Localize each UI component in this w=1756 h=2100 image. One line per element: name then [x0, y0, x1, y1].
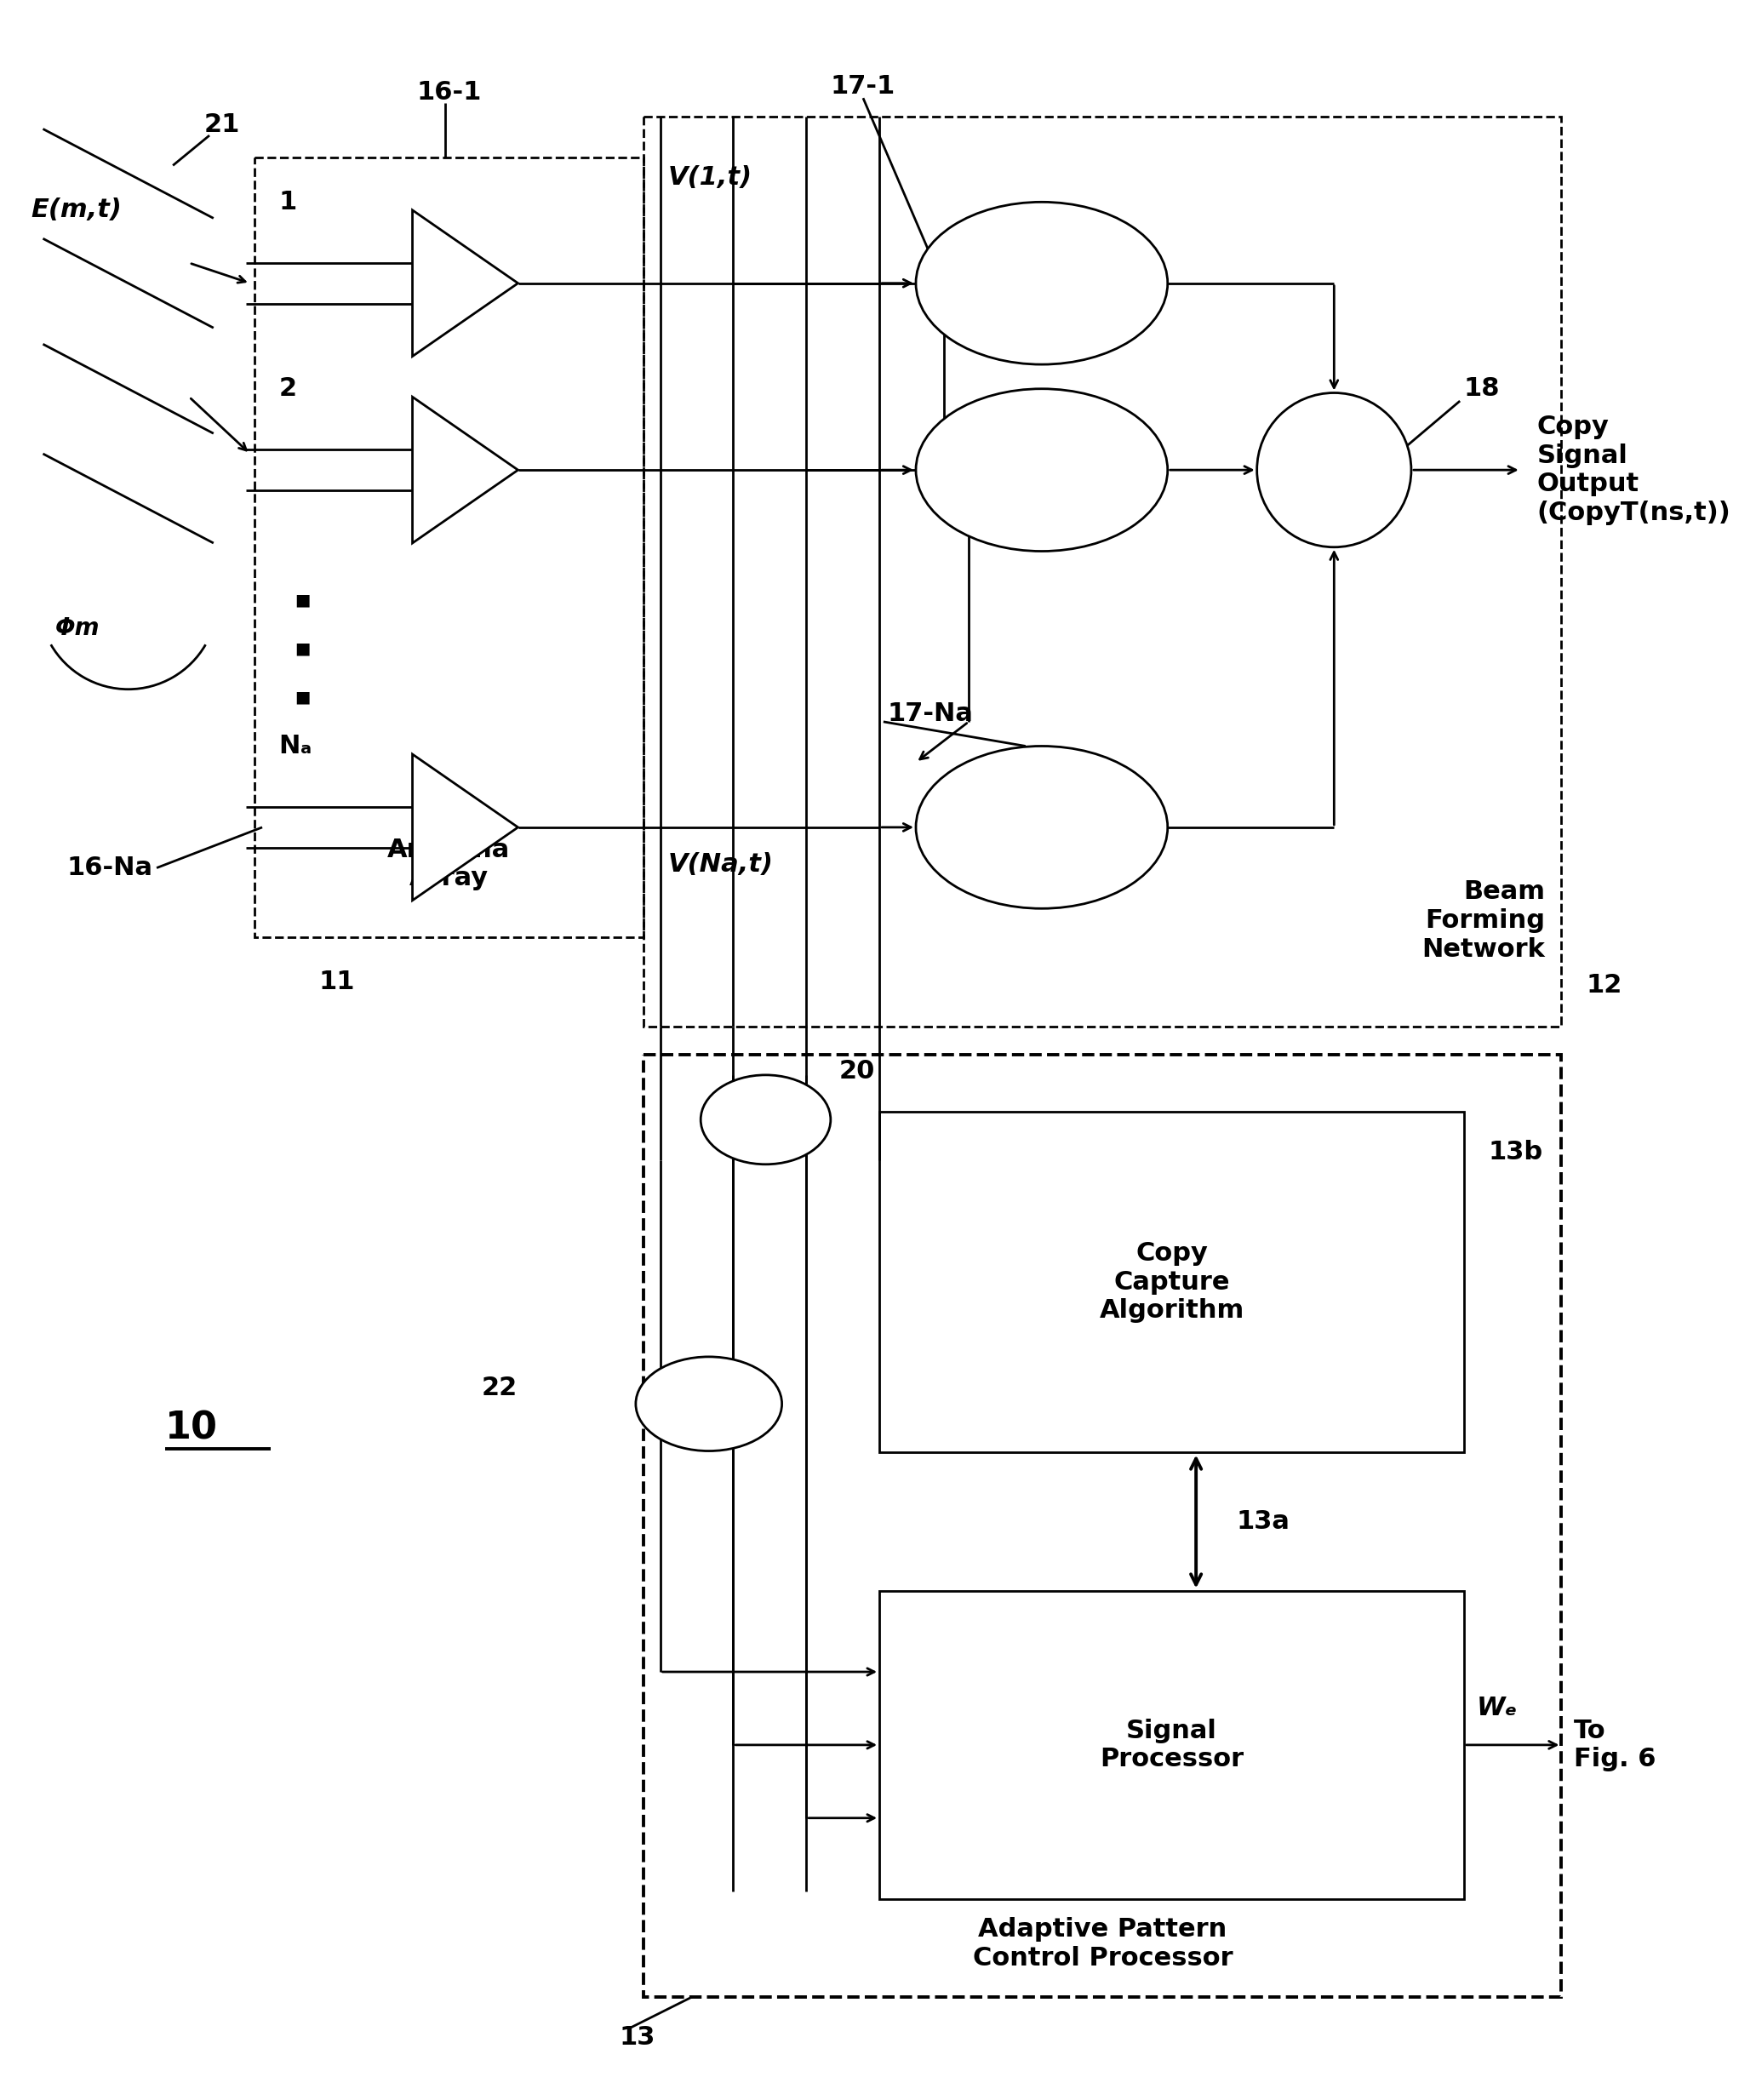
- Ellipse shape: [1257, 393, 1412, 548]
- Text: 17-1: 17-1: [831, 74, 896, 99]
- Text: Beam
Forming
Network: Beam Forming Network: [1422, 880, 1545, 962]
- Ellipse shape: [917, 388, 1168, 550]
- Text: Adaptive Pattern
Control Processor: Adaptive Pattern Control Processor: [973, 1917, 1233, 1970]
- Text: 21: 21: [204, 113, 239, 136]
- Text: V(1,t): V(1,t): [669, 166, 753, 191]
- Text: E(m,t): E(m,t): [32, 197, 121, 223]
- Text: Copy
Signal
Output
(CopyT(ns,t)): Copy Signal Output (CopyT(ns,t)): [1536, 414, 1731, 525]
- Text: Copy
Capture
Algorithm: Copy Capture Algorithm: [1099, 1241, 1243, 1323]
- Text: ■: ■: [295, 689, 311, 706]
- Text: To
Fig. 6: To Fig. 6: [1573, 1718, 1656, 1772]
- Text: 16-1: 16-1: [416, 80, 481, 105]
- Text: 13a: 13a: [1236, 1510, 1291, 1533]
- Text: 1: 1: [279, 189, 297, 214]
- Text: ■: ■: [295, 640, 311, 657]
- Ellipse shape: [636, 1357, 781, 1451]
- Text: 11: 11: [320, 970, 355, 993]
- Bar: [644, 1054, 1561, 1997]
- Text: Wₑ(1,ns): Wₑ(1,ns): [983, 271, 1099, 296]
- Text: 22: 22: [481, 1376, 518, 1401]
- Ellipse shape: [917, 202, 1168, 365]
- Text: 17-Na: 17-Na: [887, 701, 973, 727]
- Text: Nₐ: Nₐ: [279, 733, 313, 758]
- Bar: [644, 118, 1561, 1027]
- Text: V(Na,t): V(Na,t): [669, 853, 774, 876]
- Bar: [255, 158, 644, 937]
- Text: Wₑ(2,ns): Wₑ(2,ns): [983, 458, 1099, 481]
- Text: Antenna
Array: Antenna Array: [388, 838, 511, 890]
- Bar: [880, 1590, 1465, 1898]
- Text: Signal
Processor: Signal Processor: [1099, 1718, 1243, 1772]
- Text: 16-Na: 16-Na: [67, 855, 153, 880]
- Ellipse shape: [701, 1075, 831, 1163]
- Text: Wₑ(N,ns): Wₑ(N,ns): [983, 815, 1101, 840]
- Polygon shape: [413, 397, 518, 544]
- Text: 10: 10: [165, 1409, 218, 1447]
- Ellipse shape: [917, 746, 1168, 909]
- Text: ■: ■: [295, 592, 311, 609]
- Polygon shape: [413, 754, 518, 901]
- Polygon shape: [413, 210, 518, 357]
- Text: 18: 18: [1465, 376, 1500, 401]
- Bar: [880, 1111, 1465, 1453]
- Text: 20: 20: [839, 1058, 874, 1084]
- Text: Wₑ: Wₑ: [1477, 1697, 1517, 1720]
- Text: 13: 13: [620, 2024, 655, 2050]
- Text: 13b: 13b: [1489, 1140, 1544, 1166]
- Text: 2: 2: [279, 376, 297, 401]
- Text: 12: 12: [1586, 972, 1623, 997]
- Text: Φm: Φm: [54, 617, 100, 640]
- Text: S: S: [1321, 451, 1347, 487]
